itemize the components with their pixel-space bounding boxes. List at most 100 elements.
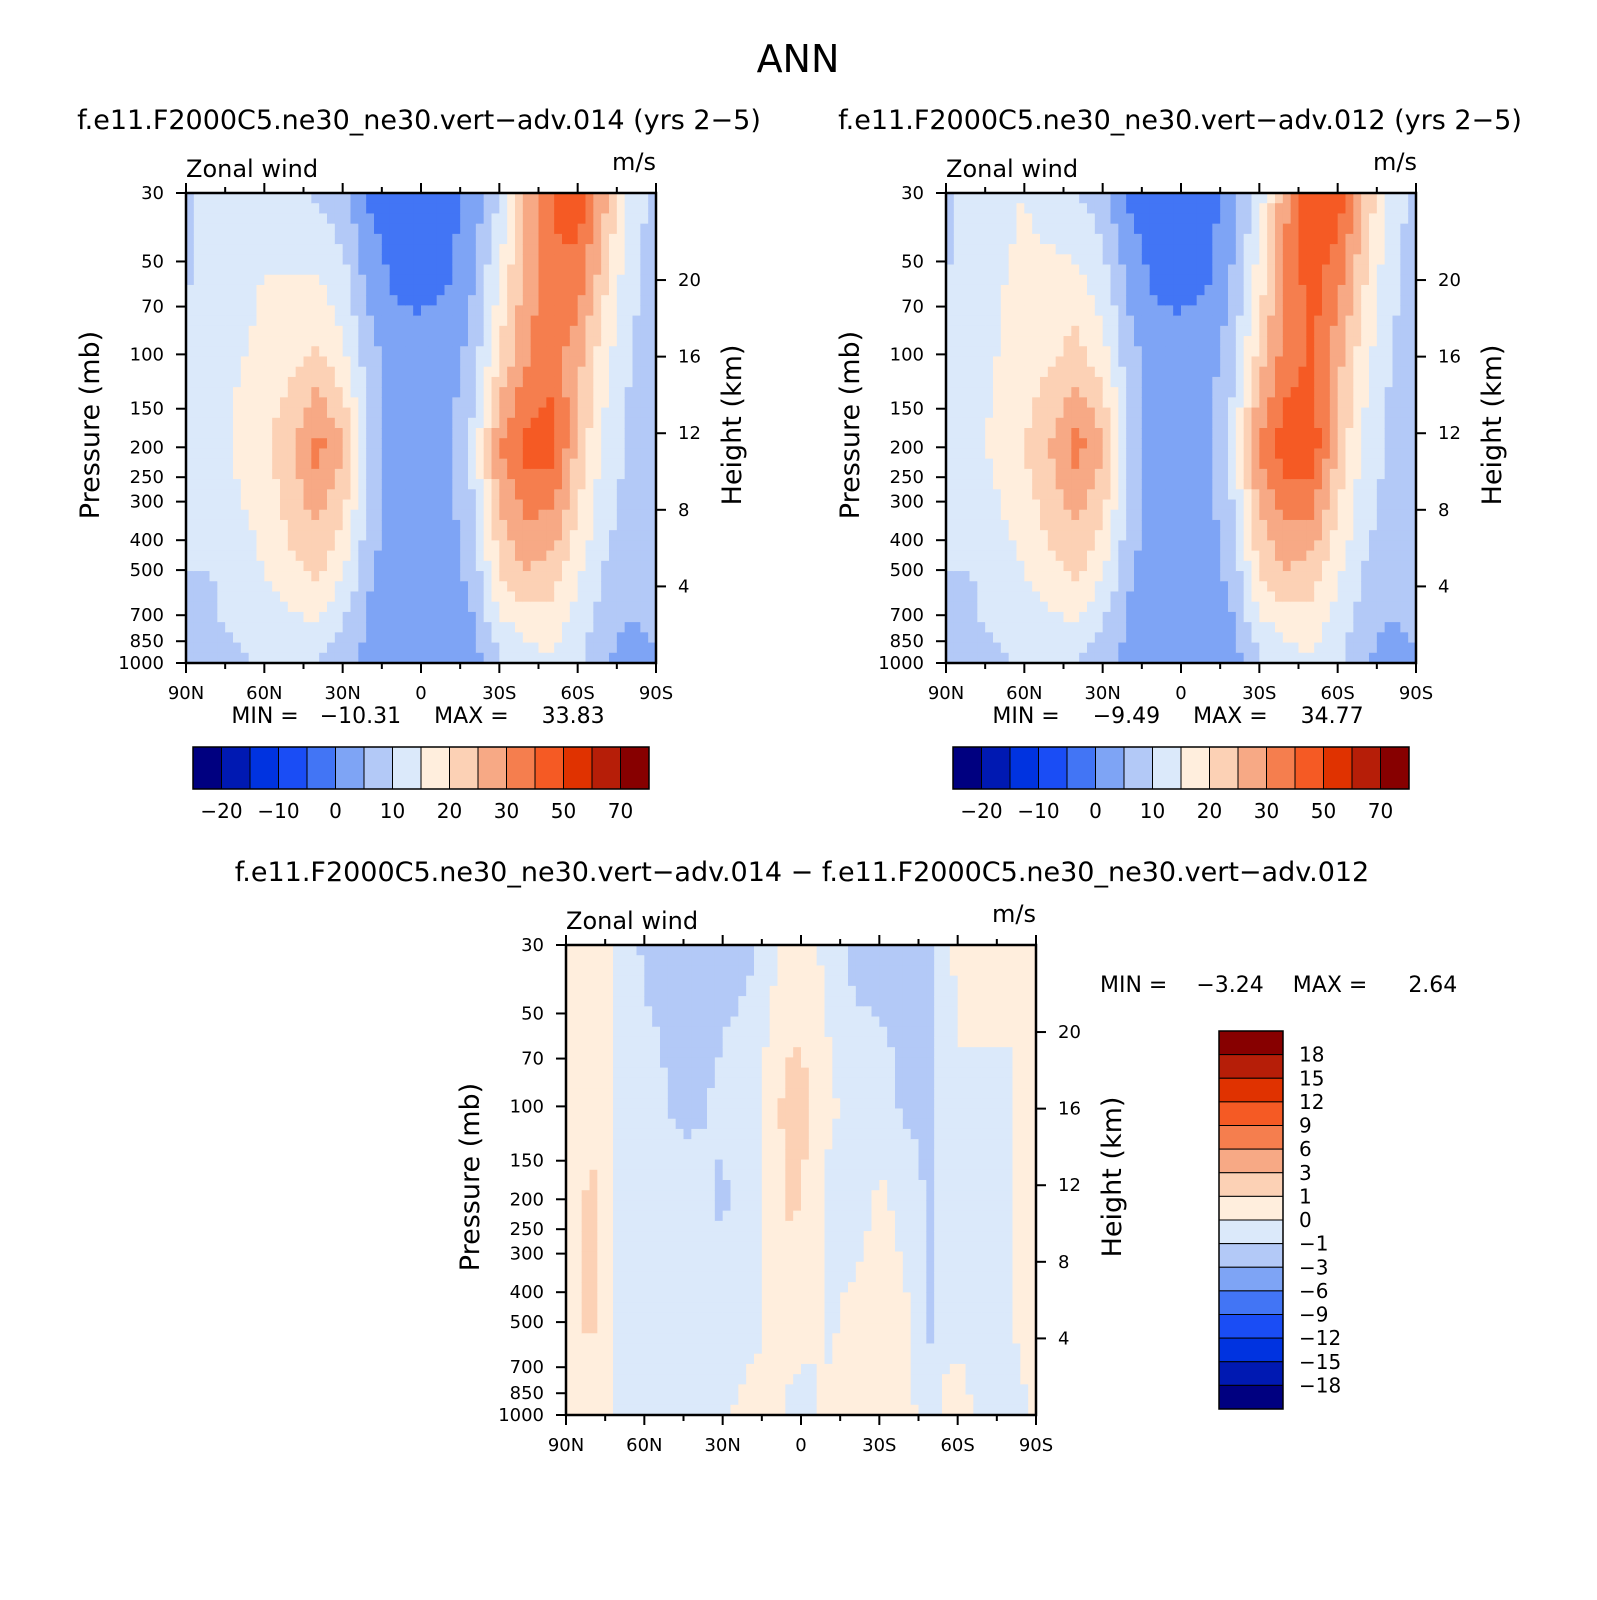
field-cell — [499, 611, 508, 623]
field-cell — [491, 428, 500, 439]
field-cell — [397, 571, 406, 582]
field-cell — [421, 540, 430, 552]
field-cell — [225, 571, 234, 582]
field-cell — [1032, 356, 1041, 368]
y-tick-label: 50 — [141, 251, 164, 272]
field-cell — [977, 366, 986, 378]
field-cell — [225, 642, 234, 654]
field-cell — [311, 203, 320, 215]
field-cell — [452, 540, 461, 552]
field-cell — [593, 387, 602, 398]
field-cell — [961, 581, 971, 593]
field-cell — [499, 632, 508, 644]
field-cell — [1243, 295, 1253, 306]
field-cell — [280, 622, 289, 633]
field-cell — [240, 591, 250, 603]
field-cell — [569, 346, 579, 358]
field-cell — [436, 468, 446, 480]
field-cell — [460, 499, 469, 511]
field-cell — [436, 489, 446, 501]
field-cell — [366, 397, 375, 409]
field-cell — [1220, 366, 1229, 378]
field-cell — [468, 387, 477, 398]
field-cell — [1188, 254, 1198, 266]
field-cell — [201, 550, 211, 562]
field-cell — [648, 591, 657, 603]
field-cell — [209, 479, 218, 490]
field-cell — [1165, 571, 1174, 582]
field-cell — [616, 213, 626, 225]
field-cell — [507, 223, 516, 235]
field-cell — [1298, 540, 1307, 552]
field-cell — [248, 622, 258, 633]
field-cell — [366, 376, 375, 388]
field-cell — [342, 417, 352, 429]
field-cell — [452, 346, 461, 358]
field-cell — [1282, 652, 1292, 664]
field-cell — [515, 601, 524, 613]
field-cell — [522, 448, 532, 460]
field-cell — [240, 325, 250, 337]
field-cell — [1134, 295, 1143, 306]
field-cell — [295, 233, 305, 245]
field-cell — [319, 376, 328, 388]
field-cell — [1047, 428, 1057, 439]
field-cell — [264, 407, 273, 419]
field-cell — [601, 397, 610, 409]
field-cell — [374, 428, 383, 439]
field-cell — [1008, 223, 1018, 235]
field-cell — [1173, 530, 1182, 541]
field-cell — [1188, 305, 1198, 317]
field-cell — [264, 560, 273, 572]
field-cell — [201, 428, 211, 439]
field-cell — [1298, 581, 1307, 593]
field-cell — [1212, 244, 1221, 255]
field-cell — [1228, 264, 1237, 276]
field-cell — [240, 622, 250, 633]
field-cell — [264, 295, 273, 306]
field-cell — [1165, 601, 1174, 613]
field-cell — [209, 325, 218, 337]
field-cell — [601, 448, 610, 460]
field-cell — [460, 448, 469, 460]
field-cell — [1173, 376, 1182, 388]
field-cell — [969, 233, 978, 245]
field-cell — [366, 325, 375, 337]
field-cell — [648, 213, 657, 225]
field-cell — [264, 591, 273, 603]
field-cell — [577, 244, 587, 255]
field-cell — [201, 193, 211, 204]
field-cell — [946, 346, 955, 358]
field-cell — [993, 315, 1002, 327]
field-cell — [1134, 530, 1143, 541]
field-cell — [1188, 509, 1198, 521]
field-cell — [397, 254, 406, 266]
field-cell — [507, 356, 516, 368]
field-cell — [248, 601, 258, 613]
field-cell — [977, 193, 986, 204]
field-cell — [953, 560, 963, 572]
field-cell — [1134, 550, 1143, 562]
field-cell — [616, 530, 626, 541]
field-cell — [1235, 479, 1245, 490]
field-cell — [303, 397, 312, 409]
field-cell — [233, 356, 242, 368]
field-cell — [538, 305, 547, 317]
field-cell — [334, 632, 344, 644]
field-cell — [585, 223, 594, 235]
field-cell — [374, 458, 383, 470]
field-cell — [1228, 325, 1237, 337]
field-cell — [569, 325, 579, 337]
field-cell — [1040, 305, 1049, 317]
field-cell — [946, 397, 955, 409]
field-cell — [1188, 274, 1198, 286]
field-cell — [1008, 519, 1018, 531]
field-cell — [233, 468, 242, 480]
field-cell — [1165, 560, 1174, 572]
field-cell — [569, 479, 579, 490]
field-cell — [546, 519, 555, 531]
field-cell — [475, 366, 485, 378]
field-cell — [358, 540, 367, 552]
field-cell — [240, 601, 250, 613]
field-cell — [1165, 274, 1174, 286]
